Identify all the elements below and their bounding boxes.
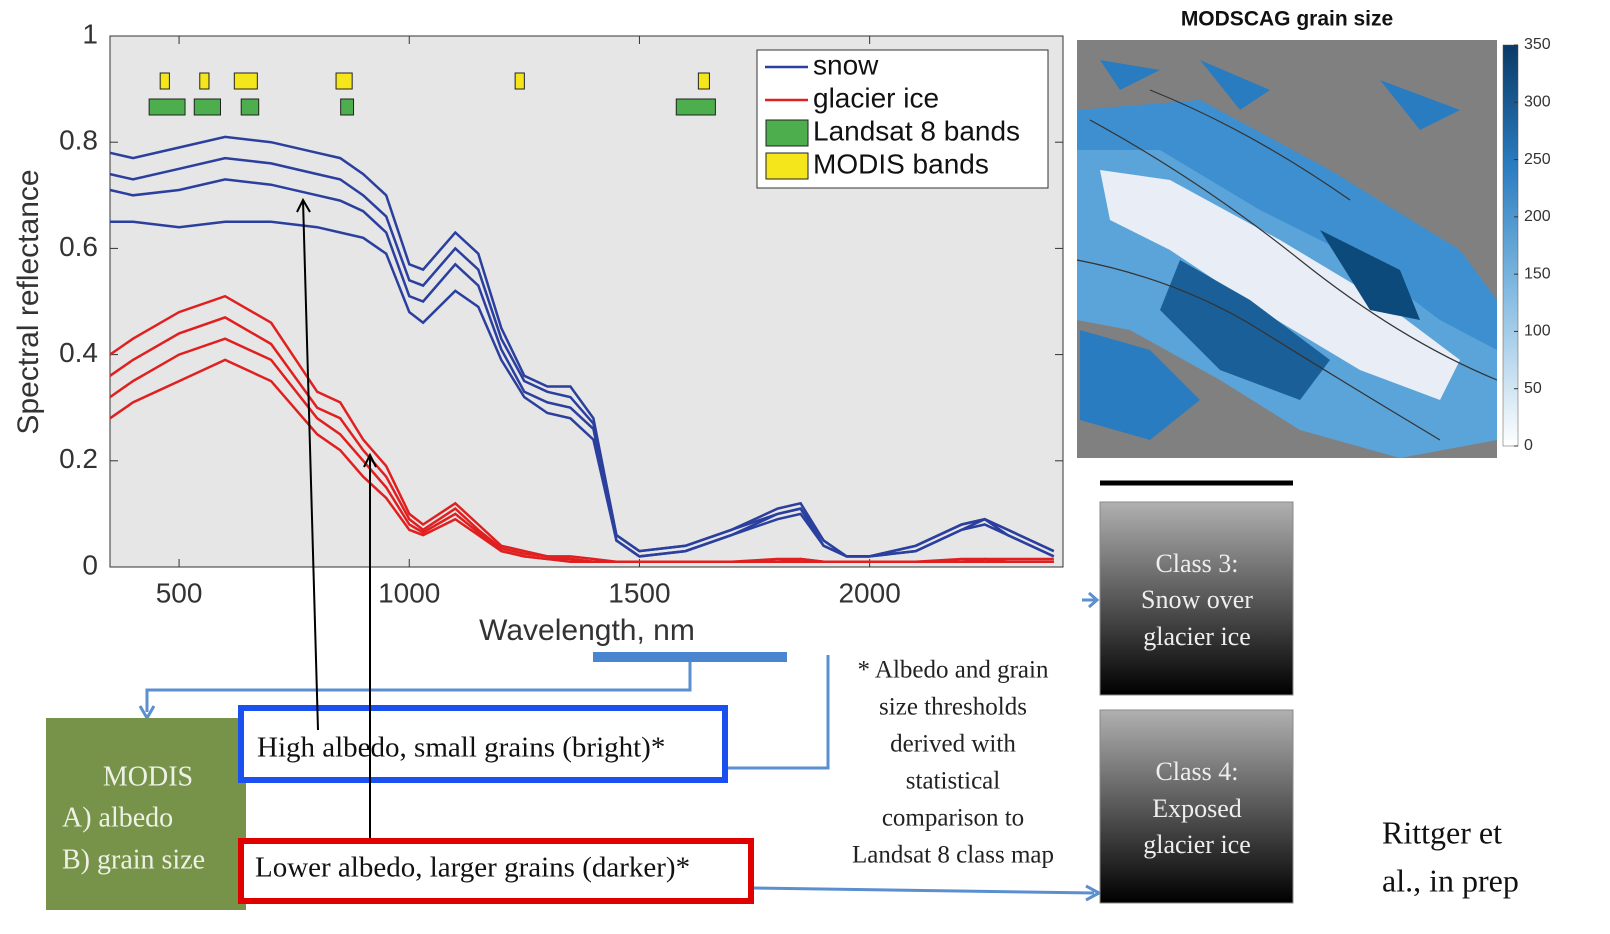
y-tick-label: 0.2 [59,443,98,474]
band [234,73,257,89]
x-tick-label: 500 [156,577,203,608]
y-tick-label: 0 [82,549,98,580]
legend-swatch [766,153,808,179]
colorbar-label: 250 [1524,151,1551,168]
modis-text: MODIS [103,761,193,792]
high-text: High albedo, small grains (bright)* [257,732,665,764]
colorbar-label: 0 [1524,437,1533,454]
band [160,73,169,89]
class4-text: Class 4: [1155,757,1238,786]
colorbar-label: 350 [1524,36,1551,53]
modis-text: A) albedo [62,802,173,833]
band [149,99,185,115]
class3-text: Snow over [1141,585,1253,614]
connector [754,888,1094,893]
class4-text: Exposed [1152,794,1242,823]
class3-text: Class 3: [1155,549,1238,578]
note-text: derived with [890,731,1016,758]
chart-title: MODSCAG grain size [1181,8,1393,31]
connector [147,662,690,712]
note-text: * Albedo and grain [858,657,1049,684]
grain-size-map: MODSCAG grain size 0 50 100 150 200 250 300 350 [1077,8,1551,458]
x-tick-label: 2000 [838,577,900,608]
colorbar [1503,45,1518,446]
slide: 00.20.40.60.81500100015002000Wavelength,… [0,0,1610,934]
legend-label: Landsat 8 bands [813,115,1020,146]
note-text: size thresholds [879,694,1027,721]
colorbar-label: 150 [1524,265,1551,282]
y-tick-label: 0.4 [59,337,98,368]
colorbar-label: 50 [1524,380,1542,397]
band [336,73,352,89]
x-axis-label: Wavelength, nm [479,614,695,647]
legend-label: glacier ice [813,82,939,113]
note-text: Landsat 8 class map [852,842,1054,869]
y-tick-label: 0.6 [59,231,98,262]
y-tick-label: 0.8 [59,125,98,156]
band [676,99,715,115]
x-tick-label: 1500 [608,577,670,608]
low-text: Lower albedo, larger grains (darker)* [255,852,690,884]
band [698,73,709,89]
band [515,73,524,89]
legend-label: MODIS bands [813,148,989,179]
note-text: comparison to [882,805,1024,832]
arrow [1082,593,1097,607]
colorbar-label: 200 [1524,208,1551,225]
citation: al., in prep [1382,862,1519,898]
note-text: statistical [906,768,1000,795]
band [194,99,220,115]
legend-swatch [766,120,808,146]
connector [728,655,828,768]
class3-text: glacier ice [1143,622,1251,651]
class4-text: glacier ice [1143,830,1251,859]
y-tick-label: 1 [82,18,98,49]
band [241,99,258,115]
band [200,73,209,89]
citation: Rittger et [1382,814,1502,850]
colorbar-label: 100 [1524,323,1551,340]
x-tick-label: 1000 [378,577,440,608]
modis-text: B) grain size [62,844,205,875]
y-axis-label: Spectral reflectance [12,169,45,434]
legend-label: snow [813,49,879,80]
colorbar-label: 300 [1524,94,1551,111]
band [341,99,354,115]
